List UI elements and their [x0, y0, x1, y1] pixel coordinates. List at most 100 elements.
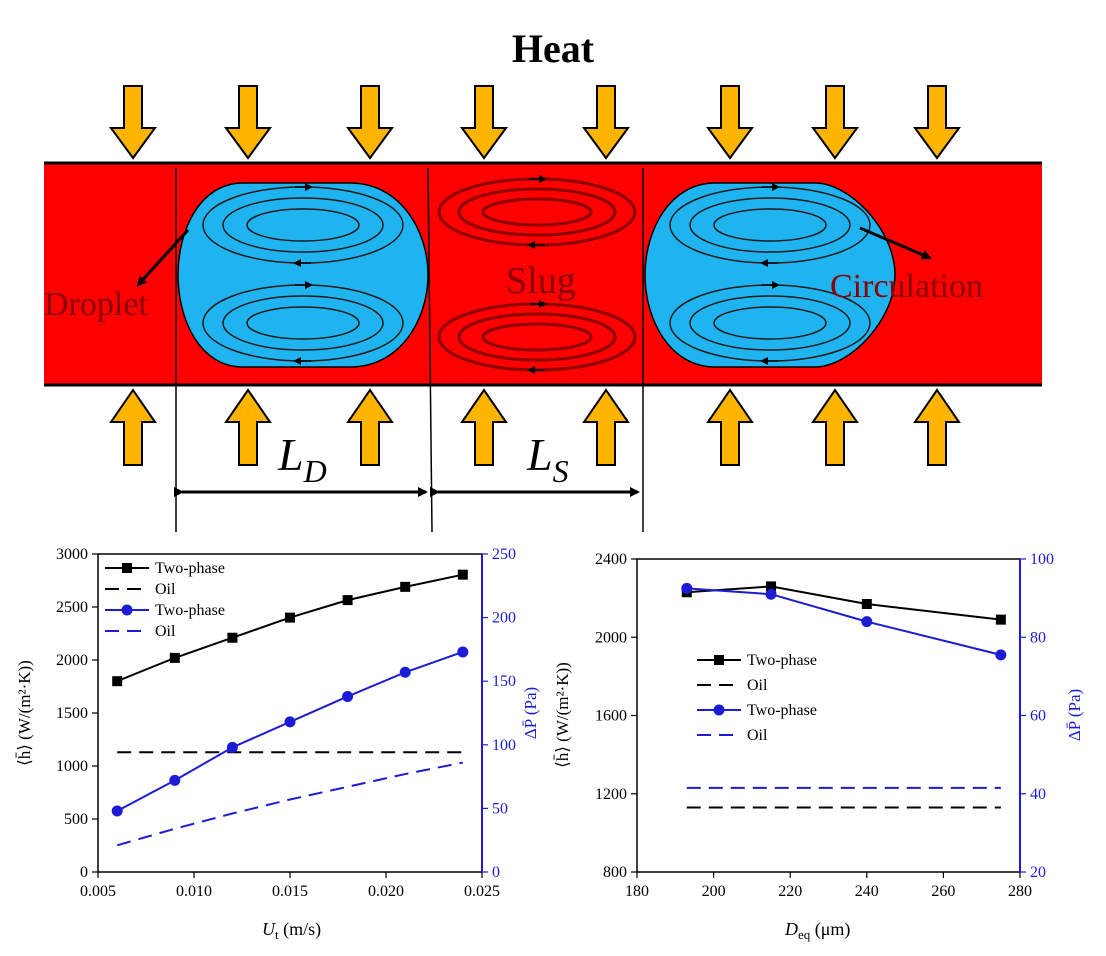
x-tick-label: 260: [931, 883, 955, 900]
x-tick-label: 0.015: [272, 883, 308, 900]
y-right-tick-label: 250: [492, 546, 516, 563]
legend-label: Two-phase: [155, 560, 225, 577]
vortex-ring: [246, 306, 360, 340]
data-point: [399, 666, 411, 678]
y-right-tick-label: 100: [1030, 551, 1054, 568]
x-tick-label: 0.005: [80, 883, 116, 900]
data-point: [226, 741, 238, 753]
y-left-tick-label: 2400: [595, 551, 627, 568]
x-tick-label: 200: [702, 883, 726, 900]
data-point: [111, 805, 123, 817]
circulation-pointer: [859, 226, 932, 260]
chart-velocity: 0.005 0.010 0.015 0.020 0.025050010001500200…: [15, 546, 540, 942]
droplet-1-upper-vortex: [202, 183, 404, 267]
vortex-ring: [713, 208, 827, 242]
y-left-tick-label: 2500: [56, 599, 88, 616]
heat-arrow-down-icon: [706, 85, 754, 160]
vortex-ring: [689, 197, 851, 253]
data-point: [400, 581, 411, 592]
y-right-tick-label: 150: [492, 673, 516, 690]
heat-arrow-down-icon: [224, 85, 272, 160]
heat-arrow-down-icon: [346, 85, 394, 160]
droplet-pointer: [136, 228, 190, 287]
y-right-tick-label: 100: [492, 737, 516, 754]
x-axis-label: Ut (m/s): [262, 919, 321, 942]
droplet-1: [177, 182, 429, 368]
legend-label: Two-phase: [747, 652, 817, 669]
slug-left-boundary: [427, 167, 433, 533]
chart-diameter: 180 200 220 240 260 280 800 1200 1600 2000 2400 20 4…: [553, 551, 1084, 942]
heat-arrow-down-icon: [811, 85, 859, 160]
legend-label: Oil: [747, 677, 768, 694]
data-point: [766, 581, 777, 592]
legend: Two-phase Oil Two-phase Oil: [105, 560, 225, 640]
y-left-tick-label: 2000: [56, 652, 88, 669]
heat-arrow-up-icon: [811, 388, 859, 466]
x-tick-label: 0.010: [176, 883, 212, 900]
plot-frame: [636, 558, 1021, 873]
x-tick-label: 0.020: [368, 883, 404, 900]
droplet-2: [644, 182, 896, 368]
heat-title: Heat: [512, 26, 595, 71]
x-tick-label: 180: [625, 883, 649, 900]
vortex-ring: [246, 208, 360, 242]
series-line-2: [116, 651, 464, 812]
series-line-3: [116, 761, 463, 847]
data-point: [169, 774, 181, 786]
x-tick-label: 0.025: [464, 883, 500, 900]
data-point: [342, 595, 353, 606]
y-left-tick-label: 800: [603, 864, 627, 881]
legend-marker: [714, 655, 724, 665]
y-left-tick-label: 2000: [595, 629, 627, 646]
heat-arrow-down-icon: [109, 85, 157, 160]
legend-marker: [713, 704, 725, 716]
data-point: [112, 676, 123, 687]
y-left-tick-label: 1500: [56, 705, 88, 722]
data-point: [227, 632, 238, 643]
heat-arrows: [109, 85, 961, 466]
heat-arrow-down-icon: [582, 85, 630, 160]
legend-label: Two-phase: [747, 702, 817, 719]
circulation-label: Circulation: [830, 268, 983, 305]
heat-arrow-up-icon: [460, 388, 508, 466]
vortex-ring: [481, 197, 593, 227]
y-left-tick-label: 3000: [56, 546, 88, 563]
slug-upper-vortex: [437, 175, 637, 249]
slug-lower-vortex: [437, 300, 637, 374]
y-axis-right-label: ΔP̄ (Pa): [521, 687, 540, 739]
vortex-ring: [457, 187, 617, 237]
y-left-tick-label: 1000: [56, 758, 88, 775]
y-right-tick-label: 20: [1030, 864, 1046, 881]
slug-label: Slug: [506, 260, 576, 302]
data-point: [861, 598, 872, 609]
y-left-tick-label: 500: [64, 811, 88, 828]
x-axis-label: Deq (μm): [784, 919, 850, 942]
legend-label: Oil: [155, 581, 176, 598]
droplet-label: Droplet: [44, 286, 148, 323]
droplet-2-upper-vortex: [669, 183, 871, 267]
y-axis-right-label: ΔP̄ (Pa): [1065, 689, 1084, 741]
y-right-tick-label: 50: [492, 800, 508, 817]
legend: Two-phase Oil Two-phase Oil: [697, 652, 817, 744]
x-tick-label: 280: [1008, 883, 1032, 900]
heat-arrow-up-icon: [706, 388, 754, 466]
y-right-tick-label: 200: [492, 610, 516, 627]
data-point: [995, 614, 1006, 625]
y-right-tick-label: 80: [1030, 629, 1046, 646]
y-right-tick-label: 0: [492, 864, 500, 881]
vortex-ring: [457, 312, 617, 362]
y-axis-left-label: ⟨h̄⟩ (W/(m²·K)): [15, 660, 34, 766]
heat-arrow-up-icon: [346, 388, 394, 466]
legend-label: Oil: [747, 727, 768, 744]
data-point: [342, 690, 354, 702]
ld-label: LD: [277, 429, 327, 489]
data-point: [457, 569, 468, 580]
ls-label: LS: [526, 429, 569, 489]
circulation-vortices: [202, 175, 871, 374]
data-point: [169, 652, 180, 663]
data-point: [861, 616, 873, 628]
heat-arrow-down-icon: [913, 85, 961, 160]
legend-label: Two-phase: [155, 602, 225, 619]
y-left-tick-label: 0: [80, 864, 88, 881]
